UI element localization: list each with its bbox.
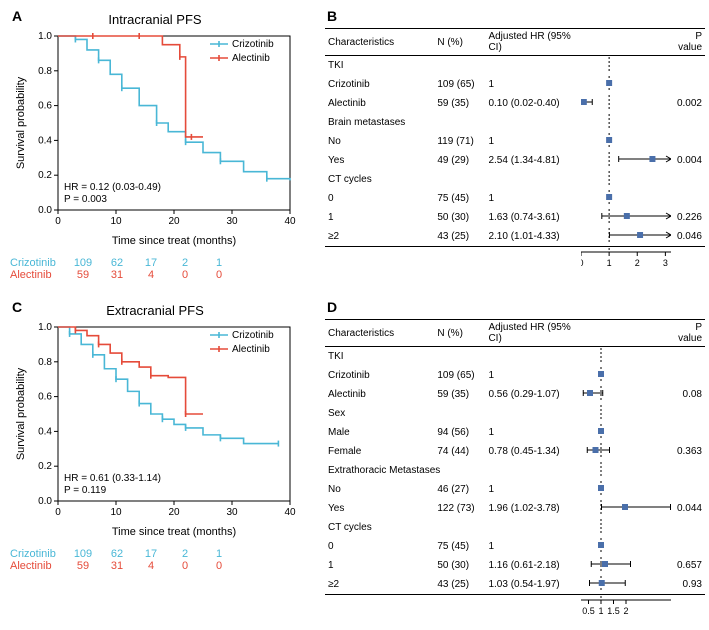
svg-text:0.5: 0.5: [582, 606, 595, 616]
svg-text:Alectinib: Alectinib: [232, 53, 270, 64]
svg-text:1: 1: [607, 258, 612, 268]
svg-text:0: 0: [55, 507, 61, 518]
panel-b-forest: B CharacteristicsN (%)Adjusted HR (95% C…: [325, 10, 705, 281]
panel-c-km: C Extracranial PFS 0.0 0.2 0.4 0.6 0.8 1.0 0 10 2…: [10, 301, 310, 620]
svg-text:0.6: 0.6: [38, 392, 52, 403]
svg-text:3: 3: [663, 258, 668, 268]
svg-text:Survival probability: Survival probability: [15, 367, 27, 460]
forest-table-b: CharacteristicsN (%)Adjusted HR (95% CI)…: [325, 28, 705, 272]
svg-text:Alectinib: Alectinib: [232, 344, 270, 355]
svg-text:10: 10: [110, 216, 122, 227]
svg-text:0.0: 0.0: [38, 205, 52, 216]
panel-a-km: A Intracranial PFS 0.0 0.2 0.4 0.6 0.8 1.0 0 10 2…: [10, 10, 310, 281]
svg-text:0.4: 0.4: [38, 426, 52, 437]
svg-text:1.0: 1.0: [38, 322, 52, 333]
panel-d-forest: D CharacteristicsN (%)Adjusted HR (95% C…: [325, 301, 705, 620]
svg-text:0: 0: [55, 216, 61, 227]
svg-text:40: 40: [284, 507, 296, 518]
svg-text:HR = 0.12 (0.03-0.49): HR = 0.12 (0.03-0.49): [64, 182, 161, 193]
svg-text:20: 20: [168, 507, 180, 518]
svg-text:20: 20: [168, 216, 180, 227]
svg-text:30: 30: [226, 507, 238, 518]
svg-text:0.4: 0.4: [38, 135, 52, 146]
svg-text:0.2: 0.2: [38, 461, 52, 472]
svg-text:Crizotinib: Crizotinib: [232, 39, 274, 50]
km-plot-c: Extracranial PFS 0.0 0.2 0.4 0.6 0.8 1.0 0 10 20 3…: [10, 301, 300, 541]
svg-text:1.0: 1.0: [38, 31, 52, 42]
panel-a-label: A: [12, 8, 22, 24]
forest-table-d: CharacteristicsN (%)Adjusted HR (95% CI)…: [325, 319, 705, 620]
svg-text:40: 40: [284, 216, 296, 227]
at-risk-c: Crizotinib109621721 Alectinib5931400: [10, 548, 310, 572]
panel-c-label: C: [12, 299, 22, 315]
svg-text:Time since treat (months): Time since treat (months): [112, 235, 236, 247]
svg-text:1: 1: [598, 606, 603, 616]
svg-text:Time since treat (months): Time since treat (months): [112, 526, 236, 538]
svg-text:Survival probability: Survival probability: [15, 76, 27, 169]
svg-text:10: 10: [110, 507, 122, 518]
svg-text:30: 30: [226, 216, 238, 227]
svg-text:0: 0: [581, 258, 584, 268]
svg-text:Extracranial PFS: Extracranial PFS: [106, 303, 204, 318]
svg-text:0.2: 0.2: [38, 170, 52, 181]
svg-text:P = 0.003: P = 0.003: [64, 194, 107, 205]
svg-text:P = 0.119: P = 0.119: [64, 485, 107, 496]
at-risk-a: Crizotinib109621721 Alectinib5931400: [10, 257, 310, 281]
km-plot-a: Intracranial PFS 0.0 0.2 0.4 0.6 0.8 1.0 0 10 20 3…: [10, 10, 300, 250]
panel-b-label: B: [327, 8, 337, 24]
panel-d-label: D: [327, 299, 337, 315]
svg-text:2: 2: [623, 606, 628, 616]
svg-text:0.0: 0.0: [38, 496, 52, 507]
svg-text:0.6: 0.6: [38, 101, 52, 112]
svg-text:0.8: 0.8: [38, 66, 52, 77]
svg-text:HR = 0.61 (0.33-1.14): HR = 0.61 (0.33-1.14): [64, 473, 161, 484]
svg-text:1.5: 1.5: [607, 606, 620, 616]
svg-text:2: 2: [635, 258, 640, 268]
svg-text:Crizotinib: Crizotinib: [232, 330, 274, 341]
svg-text:0.8: 0.8: [38, 357, 52, 368]
svg-text:Intracranial PFS: Intracranial PFS: [108, 12, 202, 27]
